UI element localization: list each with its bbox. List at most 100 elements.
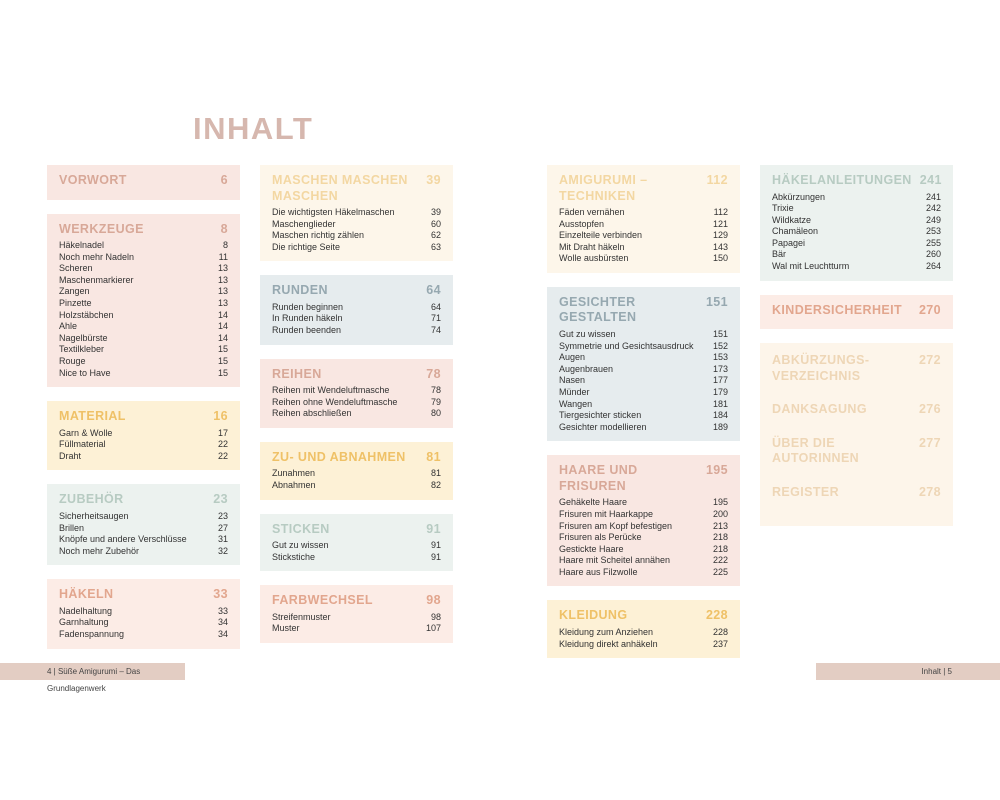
toc-entry[interactable]: Münder 179 [559,387,728,399]
toc-entry[interactable]: Nadelhaltung 33 [59,606,228,618]
toc-entry[interactable]: Fäden vernähen 112 [559,207,728,219]
toc-entry[interactable]: Nice to Have 15 [59,368,228,380]
section-page-number: 6 [220,173,228,187]
toc-entry[interactable]: Frisuren mit Haarkappe 200 [559,509,728,521]
section-heading[interactable]: FARBWECHSEL 98 [272,593,441,609]
toc-entry[interactable]: Runden beenden 74 [272,325,441,337]
toc-entry[interactable]: Papagei 255 [772,238,941,250]
toc-entry[interactable]: Frisuren am Kopf befestigen 213 [559,521,728,533]
entry-page-number: 15 [217,355,228,366]
toc-section-danksagung[interactable]: DANKSAGUNG 276 [772,402,941,418]
toc-section-register[interactable]: REGISTER 278 [772,485,941,501]
toc-entry[interactable]: Nagelbürste 14 [59,333,228,345]
toc-entry[interactable]: Gesichter modellieren 189 [559,422,728,434]
toc-entry[interactable]: Häkelnadel 8 [59,240,228,252]
toc-entry[interactable]: In Runden häkeln 71 [272,313,441,325]
toc-entry[interactable]: Pinzette 13 [59,298,228,310]
toc-section-amigurumi-techniken: AMIGURUMI – TECHNIKEN 112 Fäden vernähen 11… [547,165,740,273]
toc-entry[interactable]: Knöpfe und andere Verschlüsse 31 [59,534,228,546]
toc-entry[interactable]: Maschenmarkierer 13 [59,275,228,287]
toc-entry[interactable]: Ausstopfen 121 [559,219,728,231]
toc-entry[interactable]: Brillen 27 [59,523,228,535]
toc-entry[interactable]: Sicherheitsaugen 23 [59,511,228,523]
toc-entry[interactable]: Noch mehr Nadeln 11 [59,252,228,264]
toc-entry[interactable]: Haare mit Scheitel annähen 222 [559,555,728,567]
entry-page-number: 13 [217,297,228,308]
toc-entry[interactable]: Draht 22 [59,451,228,463]
section-heading[interactable]: AMIGURUMI – TECHNIKEN 112 [559,173,728,204]
entry-page-number: 218 [712,543,728,554]
toc-entry[interactable]: Garn & Wolle 17 [59,428,228,440]
toc-entry[interactable]: Tiergesichter sticken 184 [559,410,728,422]
toc-entry[interactable]: Streifenmuster 98 [272,612,441,624]
section-heading[interactable]: KINDERSICHERHEIT 270 [772,303,941,319]
section-heading[interactable]: KLEIDUNG 228 [559,608,728,624]
toc-entry[interactable]: Füllmaterial 22 [59,439,228,451]
section-heading[interactable]: ZU- UND ABNAHMEN 81 [272,450,441,466]
entry-page-number: 150 [712,253,728,264]
toc-entry[interactable]: Scheren 13 [59,263,228,275]
toc-entry[interactable]: Textilkleber 15 [59,344,228,356]
toc-section-über-die-autorinnen[interactable]: ÜBER DIE AUTORINNEN 277 [772,436,941,467]
toc-entry[interactable]: Mit Draht häkeln 143 [559,242,728,254]
toc-entry[interactable]: Kleidung direkt anhäkeln 237 [559,639,728,651]
section-heading[interactable]: RUNDEN 64 [272,283,441,299]
toc-entry[interactable]: Wildkatze 249 [772,215,941,227]
entry-page-number: 71 [430,313,441,324]
toc-entry[interactable]: Fadenspannung 34 [59,629,228,641]
section-heading[interactable]: GESICHTER GESTALTEN 151 [559,295,728,326]
entry-page-number: 173 [712,363,728,374]
toc-entry[interactable]: Wolle ausbürsten 150 [559,253,728,265]
toc-entry[interactable]: Kleidung zum Anziehen 228 [559,627,728,639]
toc-entry[interactable]: Nasen 177 [559,375,728,387]
section-heading[interactable]: HAARE UND FRISUREN 195 [559,463,728,494]
section-heading[interactable]: STICKEN 91 [272,522,441,538]
toc-entry[interactable]: Haare aus Filzwolle 225 [559,567,728,579]
toc-entry[interactable]: Zangen 13 [59,286,228,298]
section-heading[interactable]: HÄKELN 33 [59,587,228,603]
toc-entry[interactable]: Rouge 15 [59,356,228,368]
entry-label: Kleidung zum Anziehen [559,626,654,637]
toc-entry[interactable]: Wangen 181 [559,399,728,411]
toc-entry[interactable]: Wal mit Leuchtturm 264 [772,261,941,273]
toc-section-abkürzungs-verzeichnis[interactable]: ABKÜRZUNGS- VERZEICHNIS 272 [772,353,941,384]
toc-entry[interactable]: Die wichtigsten Häkelmaschen 39 [272,207,441,219]
toc-entry[interactable]: Abkürzungen 241 [772,192,941,204]
toc-entry[interactable]: Runden beginnen 64 [272,302,441,314]
toc-entry[interactable]: Gut zu wissen 91 [272,540,441,552]
toc-entry[interactable]: Maschenglieder 60 [272,219,441,231]
section-heading[interactable]: MATERIAL 16 [59,409,228,425]
toc-entry[interactable]: Reihen ohne Wendeluftmasche 79 [272,397,441,409]
toc-entry[interactable]: Abnahmen 82 [272,480,441,492]
toc-entry[interactable]: Einzelteile verbinden 129 [559,230,728,242]
toc-entry[interactable]: Maschen richtig zählen 62 [272,230,441,242]
toc-entry[interactable]: Noch mehr Zubehör 32 [59,546,228,558]
toc-entry[interactable]: Ahle 14 [59,321,228,333]
toc-entry[interactable]: Die richtige Seite 63 [272,242,441,254]
toc-entry[interactable]: Symmetrie und Gesichtsausdruck 152 [559,341,728,353]
toc-entry[interactable]: Augen 153 [559,352,728,364]
entry-page-number: 153 [712,352,728,363]
toc-entry[interactable]: Stickstiche 91 [272,552,441,564]
section-heading[interactable]: WERKZEUGE 8 [59,222,228,238]
toc-entry[interactable]: Reihen abschließen 80 [272,408,441,420]
toc-entry[interactable]: Reihen mit Wendeluftmasche 78 [272,385,441,397]
section-heading[interactable]: VORWORT 6 [59,173,228,189]
section-page-number: 39 [426,173,441,187]
section-heading[interactable]: REIHEN 78 [272,367,441,383]
toc-entry[interactable]: Augenbrauen 173 [559,364,728,376]
section-heading[interactable]: MASCHEN MASCHEN MASCHEN 39 [272,173,441,204]
section-heading[interactable]: HÄKELANLEITUNGEN 241 [772,173,941,189]
toc-entry[interactable]: Garnhaltung 34 [59,617,228,629]
toc-entry[interactable]: Holzstäbchen 14 [59,310,228,322]
toc-entry[interactable]: Gut zu wissen 151 [559,329,728,341]
toc-entry[interactable]: Trixie 242 [772,203,941,215]
toc-entry[interactable]: Zunahmen 81 [272,468,441,480]
toc-entry[interactable]: Chamäleon 253 [772,226,941,238]
toc-entry[interactable]: Gestickte Haare 218 [559,544,728,556]
toc-entry[interactable]: Gehäkelte Haare 195 [559,497,728,509]
section-heading[interactable]: ZUBEHÖR 23 [59,492,228,508]
toc-entry[interactable]: Muster 107 [272,623,441,635]
toc-entry[interactable]: Bär 260 [772,249,941,261]
toc-entry[interactable]: Frisuren als Perücke 218 [559,532,728,544]
